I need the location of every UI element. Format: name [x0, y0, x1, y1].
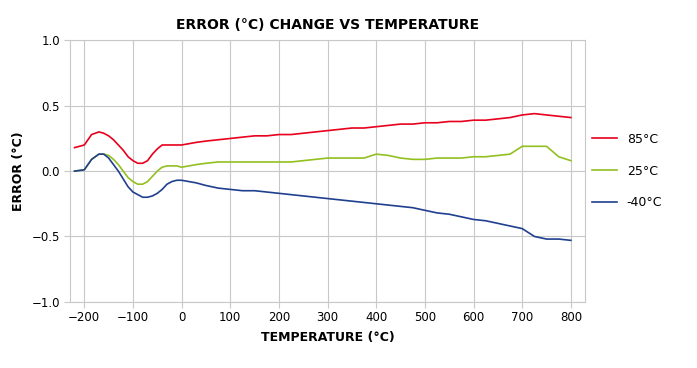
85°C: [567, 115, 575, 120]
25°C: [134, 182, 142, 186]
85°C: [134, 161, 142, 166]
Line: 85°C: 85°C: [75, 114, 571, 163]
85°C: [185, 141, 193, 146]
-40°C: [567, 238, 575, 243]
85°C: [323, 128, 332, 133]
85°C: [124, 155, 132, 159]
X-axis label: TEMPERATURE (°C): TEMPERATURE (°C): [261, 332, 395, 344]
Title: ERROR (°C) CHANGE VS TEMPERATURE: ERROR (°C) CHANGE VS TEMPERATURE: [176, 18, 479, 32]
-40°C: [287, 192, 296, 197]
-40°C: [70, 169, 79, 173]
-40°C: [323, 197, 332, 201]
Legend: 85°C, 25°C, -40°C: 85°C, 25°C, -40°C: [592, 133, 662, 209]
Line: 25°C: 25°C: [75, 146, 571, 184]
25°C: [124, 176, 132, 180]
85°C: [70, 145, 79, 150]
-40°C: [372, 202, 381, 206]
85°C: [372, 124, 381, 129]
85°C: [312, 130, 320, 134]
-40°C: [312, 195, 320, 199]
85°C: [530, 112, 539, 116]
25°C: [70, 169, 79, 173]
-40°C: [129, 190, 137, 194]
25°C: [323, 156, 332, 160]
25°C: [518, 144, 526, 149]
Line: -40°C: -40°C: [75, 154, 571, 240]
25°C: [312, 157, 320, 162]
25°C: [372, 152, 381, 156]
-40°C: [185, 179, 193, 184]
-40°C: [95, 152, 103, 156]
25°C: [567, 159, 575, 163]
25°C: [185, 164, 193, 168]
85°C: [287, 132, 296, 137]
25°C: [287, 160, 296, 164]
Y-axis label: ERROR (°C): ERROR (°C): [12, 131, 24, 211]
